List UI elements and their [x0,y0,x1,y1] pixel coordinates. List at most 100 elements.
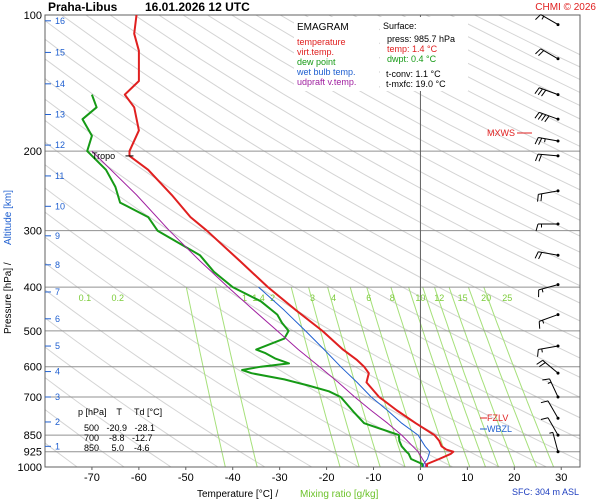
wind-barb-staff [549,378,559,398]
pressure-tick-label: 925 [24,447,42,459]
dry-adiabat [109,15,580,287]
mixing-ratio-label: 20 [481,293,491,303]
surface-dwpt: dwpt: 0.4 °C [387,54,437,64]
wind-barb-flag [538,321,541,329]
wind-barb-flag [535,14,542,20]
profile-wet-bulb-temp [258,286,431,467]
wind-barb-station [556,253,560,257]
wind-barb [535,48,560,61]
mixing-ratio-label: 0.1 [79,293,92,303]
wind-barb-flag [534,87,540,94]
fzlv-label: FZLV [487,413,508,423]
altitude-tick-label: 14 [55,79,65,89]
altitude-tick-label: 6 [55,314,60,324]
wind-barb-half-flag [549,431,553,434]
wind-barb-flag [535,223,539,232]
mixing-ratio-axis-title: Mixing ratio [g/kg] [300,489,379,500]
wind-barb-station [556,450,560,454]
dry-adiabat [207,15,580,221]
altitude-tick-label: 4 [55,367,60,377]
profile-dew-point [81,94,424,467]
pressure-tick-label: 500 [24,326,42,338]
pressure-tick-label: 100 [24,10,42,22]
dry-adiabat [45,20,580,340]
wind-barbs [534,14,560,454]
wind-barb-flag [540,400,549,404]
wind-barb [535,14,560,27]
mixing-ratio-line [448,286,516,467]
altitude-tick-label: 8 [55,260,60,270]
wind-barb-flag [537,88,543,96]
wind-barb-half-flag [544,138,546,143]
dry-adiabat [158,15,580,253]
temperature-axis: -70 -60 -50 -40 -30 -20 -10 0 10 20 30 [84,467,567,484]
dry-adiabat [474,15,580,68]
profile-udpraft-v-temp [91,150,427,467]
wind-barb-flag [540,193,543,202]
wind-barb-station [556,154,560,158]
wind-barb-station [556,313,560,317]
altitude-tick-label: 1 [55,441,60,451]
temperature-tick-label: -30 [272,472,288,484]
wind-barb [534,111,560,123]
wind-barb-flag [535,153,539,162]
altitude-tick-label: 3 [55,392,60,402]
dry-adiabat [450,15,580,81]
dry-adiabat [45,38,580,359]
wind-barb-flag [534,251,539,259]
sfc-label: SFC: 304 m ASL [512,487,579,497]
mixing-ratio-label: 8 [390,293,395,303]
wind-barb-flag [536,359,543,365]
wind-barb-station [556,222,560,226]
mxws-label: MXWS [487,128,515,138]
sounding-profiles [81,15,455,467]
altitude-tick-label: 13 [55,109,65,119]
legend-wet-bulb: wet bulb temp. [296,67,356,77]
wind-barb-station [556,57,560,61]
wind-barb-staff [538,284,559,291]
mixing-ratio-label: 15 [458,293,468,303]
mixing-ratio-label: 10 [415,293,425,303]
pressure-tick-label: 700 [24,392,42,404]
dry-adiabat [182,15,580,237]
temperature-tick-label: 20 [508,472,520,484]
wind-barb [537,189,560,202]
mixing-ratio-line [327,286,381,467]
table-header: p [hPa] T Td [°C] [78,407,162,417]
pressure-tick-label: 1000 [18,462,42,474]
wind-barb-flag [541,114,547,121]
surface-press: press: 985.7 hPa [387,34,455,44]
legend-virt-temp: virt.temp. [297,47,334,57]
wind-barb-station [556,189,560,193]
wind-barb [540,417,560,437]
wind-barb-flag [534,112,540,119]
mixing-ratio-label: 2 [270,293,275,303]
dry-adiabat [61,15,580,322]
wind-barb-station [556,371,560,375]
temperature-tick-label: -70 [84,472,100,484]
temperature-tick-label: -20 [319,472,335,484]
wind-barb-station [556,344,560,348]
mixing-ratio-label: 0.2 [111,293,124,303]
altitude-tick-label: 7 [55,287,60,297]
mixing-ratio-label: 1 [242,293,247,303]
mixing-ratio-label: 3 [310,293,315,303]
mixing-ratio-label: 12 [434,293,444,303]
wind-barb-half-flag [547,381,552,384]
wind-barb-flag [538,50,545,56]
credit-label: CHMI © 2026 [535,2,596,13]
altitude-tick-label: 11 [55,171,64,181]
temperature-tick-label: -10 [366,472,382,484]
wind-barb-staff [547,400,559,419]
altitude-tick-label: 10 [55,201,65,211]
wind-barb-station [556,139,560,143]
wbzl-label: WBZL [487,424,512,434]
pressure-tick-label: 400 [24,282,42,294]
temperature-tick-label: -50 [178,472,194,484]
profile-temperature [123,15,455,467]
wind-barb-flag [541,89,547,97]
surface-box [380,17,468,91]
wind-barb-flag [540,417,549,421]
pressure-tick-label: 200 [24,146,42,158]
temperature-tick-label: 10 [461,472,473,484]
